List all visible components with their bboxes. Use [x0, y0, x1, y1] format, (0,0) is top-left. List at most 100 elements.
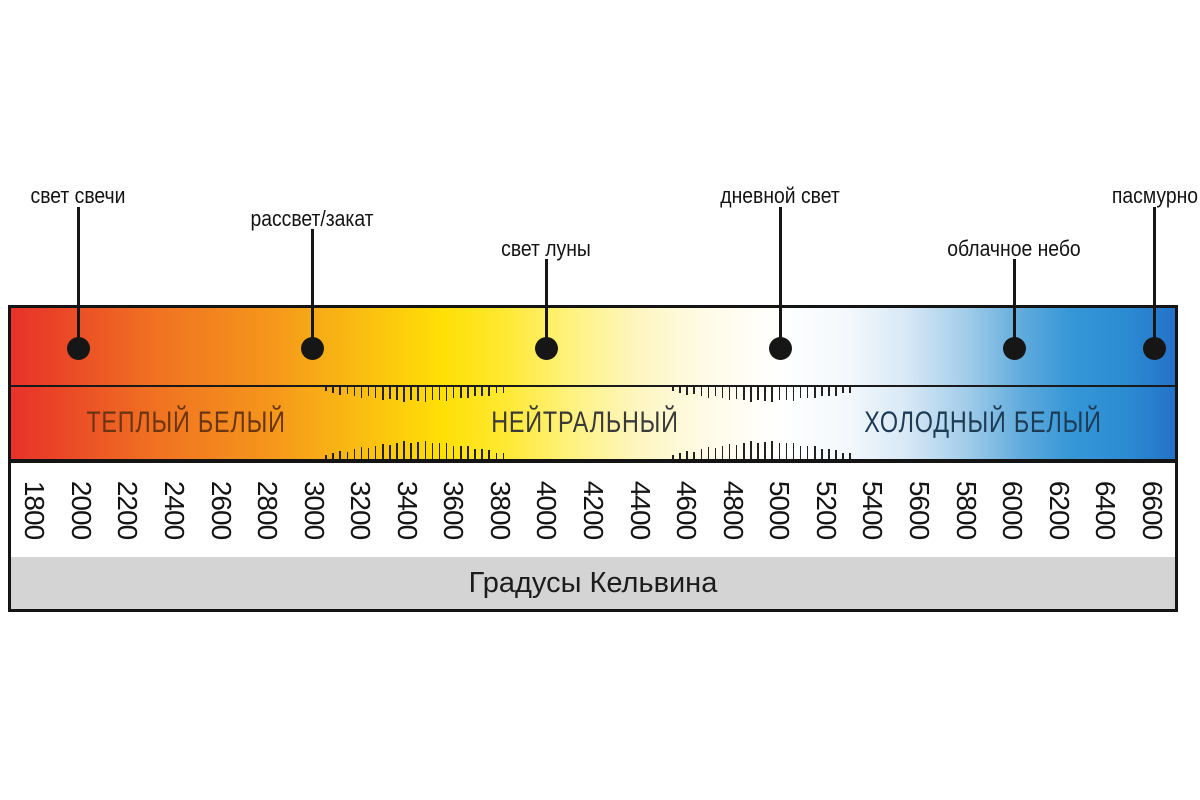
tick-mark — [481, 449, 483, 459]
tick-mark — [474, 387, 476, 396]
tick-mark — [672, 387, 674, 391]
callout-label: облачное небо — [947, 236, 1081, 261]
tick-mark — [821, 448, 823, 459]
tick-mark — [389, 444, 391, 459]
tick-mark — [403, 441, 405, 459]
tick-mark — [714, 387, 717, 397]
tick-mark — [672, 455, 674, 459]
tick-mark — [785, 442, 788, 459]
callout-dot — [1143, 336, 1167, 360]
tick-mark — [728, 387, 731, 401]
tick-mark — [707, 387, 710, 398]
callout-label: свет свечи — [30, 183, 126, 208]
tick-mark — [452, 387, 455, 399]
tick-mark — [460, 445, 462, 459]
tick-mark — [346, 387, 349, 394]
callout-label: пасмурно — [1111, 183, 1198, 208]
tick-mark — [382, 443, 384, 459]
tick-mark — [764, 387, 766, 401]
tick-mark — [502, 387, 505, 393]
tick-mark — [799, 387, 802, 399]
transition-ticks — [325, 387, 511, 402]
tick-mark — [835, 449, 837, 459]
tick-mark — [424, 441, 427, 459]
tick-mark — [367, 447, 370, 459]
tick-mark — [778, 387, 781, 400]
tick-mark — [438, 442, 441, 459]
axis-title-bar: Градусы Кельвина — [11, 557, 1175, 609]
tick-mark — [339, 387, 341, 395]
callout-label: дневной свет — [720, 183, 840, 208]
tick-mark — [785, 387, 788, 401]
tick-mark — [849, 387, 851, 393]
tick-mark — [438, 387, 441, 401]
tick-mark — [771, 387, 773, 402]
callout-line — [1153, 207, 1157, 348]
tick-mark — [743, 442, 745, 459]
tick-mark — [360, 446, 363, 459]
tick-mark — [445, 387, 448, 401]
tick-mark — [403, 387, 405, 402]
tick-mark — [757, 443, 759, 459]
tick-mark — [828, 449, 830, 459]
tick-mark — [707, 446, 710, 459]
tick-mark — [502, 453, 505, 459]
tick-mark — [714, 447, 717, 459]
tick-mark — [700, 449, 703, 459]
tick-mark — [360, 387, 363, 398]
callout-line — [310, 229, 314, 348]
callout-label: рассвет/закат — [250, 206, 374, 231]
tick-mark — [849, 453, 851, 459]
tick-mark — [367, 387, 370, 397]
tick-mark — [410, 443, 412, 459]
tick-mark — [389, 387, 391, 399]
tick-mark — [467, 387, 469, 399]
callout-dot — [534, 336, 558, 360]
transition-ticks — [672, 387, 858, 402]
tick-mark — [686, 387, 688, 395]
tick-mark — [445, 442, 448, 459]
tick-mark — [431, 387, 434, 400]
tick-mark — [460, 387, 462, 399]
tick-mark — [835, 387, 837, 396]
tick-mark — [396, 387, 398, 401]
tick-mark — [693, 451, 695, 459]
tick-mark — [353, 387, 356, 396]
tick-mark — [735, 387, 738, 399]
tick-mark — [488, 387, 490, 396]
tick-mark — [721, 445, 724, 459]
tick-mark — [721, 387, 724, 399]
callout-label: свет луны — [501, 236, 592, 261]
tick-mark — [814, 387, 816, 399]
tick-mark — [686, 450, 688, 459]
tick-mark — [679, 453, 681, 459]
tick-mark — [410, 387, 412, 400]
tick-mark — [842, 387, 844, 393]
tick-mark — [806, 445, 809, 459]
tick-mark — [431, 443, 434, 459]
tick-mark — [353, 449, 356, 459]
callout-dot — [768, 336, 792, 360]
tick-mark — [481, 387, 483, 396]
tick-mark — [750, 387, 752, 402]
gradient-bar: ТЕПЛЫЙ БЕЛЫЙ НЕЙТРАЛЬНЫЙ ХОЛОДНЫЙ БЕЛЫЙ — [11, 308, 1175, 463]
tick-mark — [735, 444, 738, 459]
tick-mark — [474, 448, 476, 459]
callout-line — [544, 259, 548, 348]
tick-mark — [467, 445, 469, 459]
tick-mark — [452, 445, 455, 459]
transition-ticks — [325, 441, 511, 459]
zone-label-cold: ХОЛОДНЫЙ БЕЛЫЙ — [864, 406, 1102, 439]
tick-mark — [339, 450, 341, 459]
tick-mark — [743, 387, 745, 401]
callout-dot — [300, 336, 324, 360]
tick-mark — [417, 442, 419, 459]
tick-mark — [792, 387, 795, 401]
zone-band: ТЕПЛЫЙ БЕЛЫЙ НЕЙТРАЛЬНЫЙ ХОЛОДНЫЙ БЕЛЫЙ — [11, 387, 1175, 459]
tick-mark — [417, 387, 419, 401]
tick-mark — [424, 387, 427, 402]
tick-mark — [693, 387, 695, 394]
callout-dot — [1002, 336, 1026, 360]
tick-mark — [495, 387, 498, 393]
